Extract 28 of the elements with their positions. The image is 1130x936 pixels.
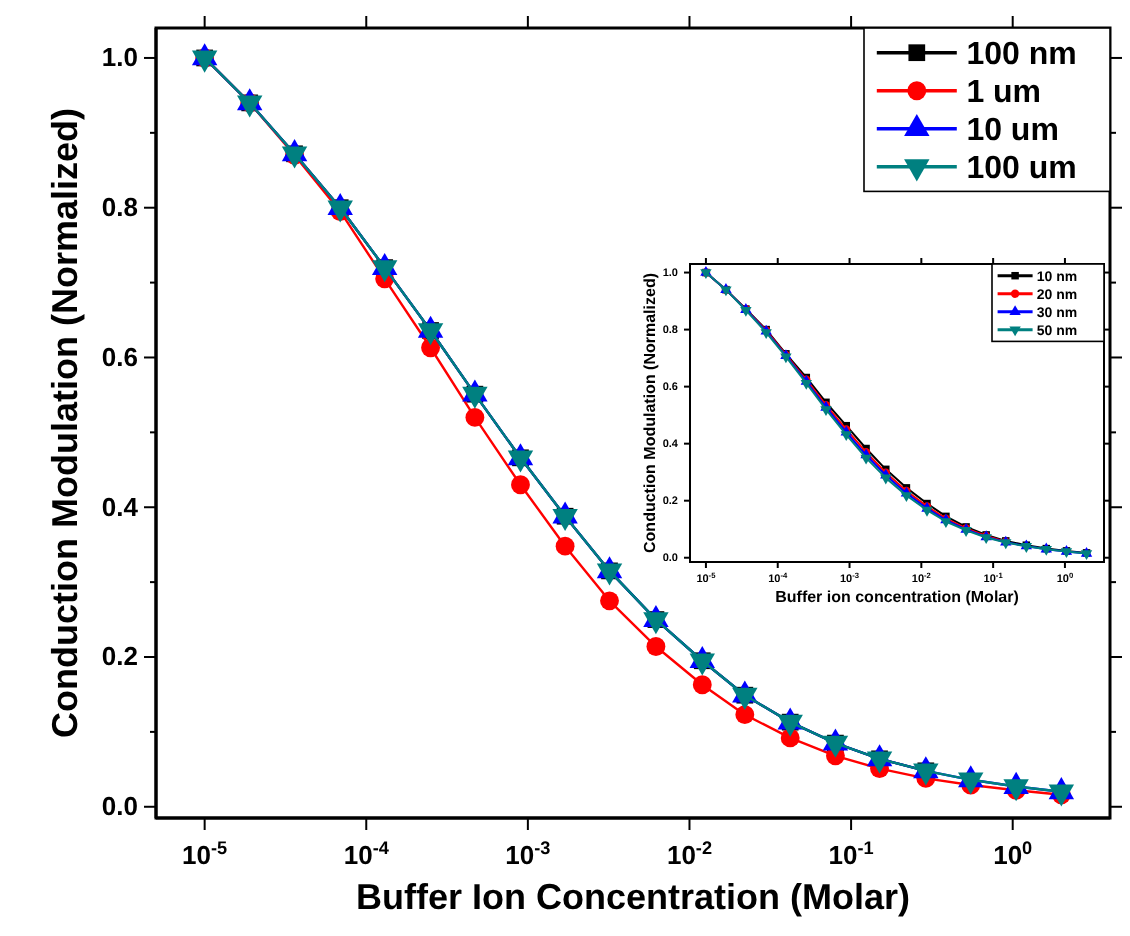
y-tick-label: 0.0 xyxy=(101,791,138,822)
point xyxy=(800,379,812,390)
point xyxy=(860,454,872,465)
y-tick-label: 1.0 xyxy=(101,42,138,73)
x-tick-label: 10$^{-1}$ xyxy=(828,837,874,870)
point xyxy=(921,506,933,517)
x-tick-label: 10$^{-3}$ xyxy=(505,837,551,870)
y-tick-label: 0.8 xyxy=(101,192,138,223)
point xyxy=(900,492,913,503)
x-tick-label: 10$^{-2}$ xyxy=(666,837,713,870)
y-tick-label: 0.4 xyxy=(101,491,140,522)
y-tick-label: 0.6 xyxy=(101,341,138,372)
legend-label: 10 um xyxy=(966,114,1059,149)
legend-label: 100 um xyxy=(966,152,1077,187)
legend-label: 100 nm xyxy=(966,38,1077,73)
x-axis-title: Buffer ion concentration (Molar) xyxy=(775,588,1020,607)
point xyxy=(820,406,832,416)
point xyxy=(940,518,952,529)
y-tick-label: 0.2 xyxy=(101,641,138,672)
y-axis-title: Conduction Modulation (Normalized) xyxy=(44,108,85,738)
x-tick-label: 10$^{-5}$ xyxy=(182,837,228,870)
point xyxy=(840,431,852,442)
y-axis-title: Conduction Modulation (Normalized) xyxy=(641,272,660,553)
legend-label: 1 um xyxy=(966,76,1042,111)
x-tick-label: 10$^{0}$ xyxy=(993,837,1033,870)
point xyxy=(760,329,772,340)
x-tick-label: 10$^{-4}$ xyxy=(343,837,391,870)
x-axis-title: Buffer Ion Concentration (Molar) xyxy=(356,876,910,917)
